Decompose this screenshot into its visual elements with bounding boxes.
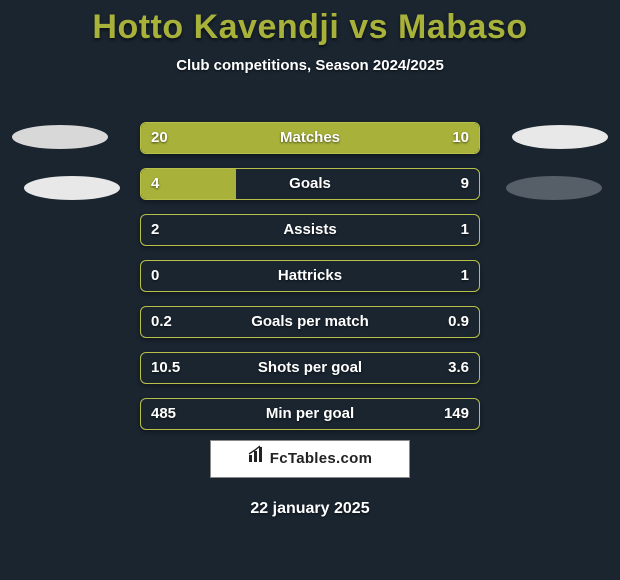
stat-value-right: 149	[444, 399, 469, 429]
stat-label: Goals per match	[141, 307, 479, 337]
stat-row: 0Hattricks1	[140, 260, 480, 292]
stat-row: 4Goals9	[140, 168, 480, 200]
stat-row: 20Matches10	[140, 122, 480, 154]
branding-box: FcTables.com	[210, 440, 410, 478]
subtitle: Club competitions, Season 2024/2025	[0, 57, 620, 74]
stat-row: 0.2Goals per match0.9	[140, 306, 480, 338]
player2-badge-placeholder-1	[512, 125, 608, 149]
player2-badge-placeholder-2	[506, 176, 602, 200]
date-text: 22 january 2025	[0, 500, 620, 518]
stat-label: Goals	[141, 169, 479, 199]
stat-value-right: 9	[461, 169, 469, 199]
stat-label: Hattricks	[141, 261, 479, 291]
stats-container: 20Matches10 4Goals9 2Assists1 0Hattricks1 0.…	[140, 122, 480, 444]
stat-value-right: 10	[452, 123, 469, 153]
page-title: Hotto Kavendji vs Mabaso	[0, 0, 620, 47]
stat-value-right: 3.6	[448, 353, 469, 383]
stat-row: 2Assists1	[140, 214, 480, 246]
stat-label: Shots per goal	[141, 353, 479, 383]
stat-row: 10.5Shots per goal3.6	[140, 352, 480, 384]
stat-label: Matches	[141, 123, 479, 153]
stat-row: 485Min per goal149	[140, 398, 480, 430]
stat-value-right: 1	[461, 261, 469, 291]
chart-icon	[248, 441, 266, 477]
player1-badge-placeholder-1	[12, 125, 108, 149]
stat-value-right: 0.9	[448, 307, 469, 337]
stat-label: Assists	[141, 215, 479, 245]
player1-badge-placeholder-2	[24, 176, 120, 200]
branding-text: FcTables.com	[270, 450, 373, 467]
stat-label: Min per goal	[141, 399, 479, 429]
stat-value-right: 1	[461, 215, 469, 245]
